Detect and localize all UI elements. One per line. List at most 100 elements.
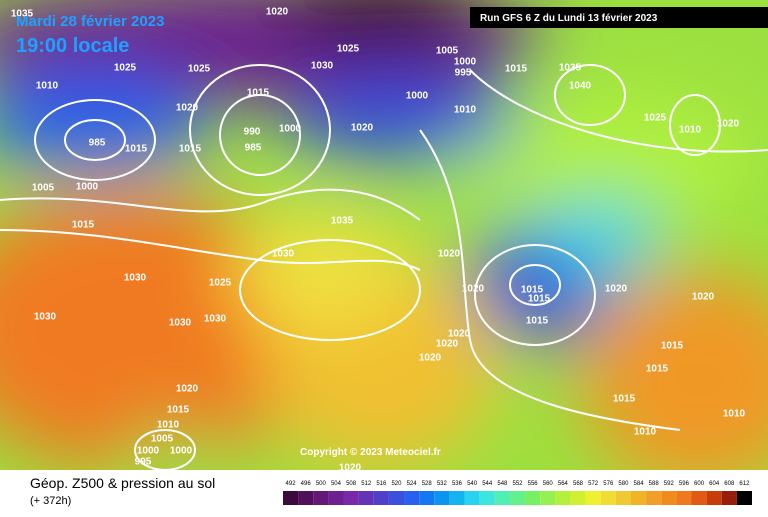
scale-label: 508 — [346, 481, 357, 487]
isobar-label: 1040 — [569, 81, 592, 92]
scale-cell — [449, 491, 465, 505]
scale-label: 560 — [543, 481, 554, 487]
isobar-label: 1020 — [692, 292, 715, 303]
isobar-label: 1015 — [167, 405, 190, 416]
scale-cell — [373, 491, 389, 505]
isobar-label: 1015 — [125, 144, 148, 155]
scale-label: 532 — [437, 481, 448, 487]
run: Run GFS 6 Z du Lundi 13 février 2023 — [480, 13, 658, 24]
scale-cell — [721, 491, 737, 505]
scale-label: 556 — [528, 481, 539, 487]
isobar-label: 1015 — [521, 285, 544, 296]
scale-cell — [343, 491, 359, 505]
isobar-label: 1000 — [76, 182, 99, 193]
isobar-label: 1020 — [176, 103, 199, 114]
scale-cell — [358, 491, 374, 505]
scale-label: 608 — [724, 481, 735, 487]
isobar-label: 1020 — [438, 249, 461, 260]
isobar-label: 1020 — [436, 339, 459, 350]
scale-label: 612 — [739, 481, 750, 487]
scale-cell — [555, 491, 571, 505]
isobar-label: 1015 — [505, 64, 528, 75]
isobar — [239, 239, 421, 341]
scale-label: 600 — [694, 481, 705, 487]
scale-label: 524 — [407, 481, 418, 487]
copyright: Copyright © 2023 Meteociel.fr — [300, 447, 441, 458]
isobar — [509, 264, 561, 306]
isobar-label: 985 — [245, 143, 262, 154]
scale-label: 536 — [452, 481, 463, 487]
isobar-label: 1035 — [331, 216, 354, 227]
scale-cell — [479, 491, 495, 505]
isobar-label: 1030 — [169, 318, 192, 329]
isobar-label: 1015 — [247, 88, 270, 99]
isobar-label: 1025 — [209, 278, 232, 289]
run-box — [470, 7, 768, 28]
isobar-label: 1025 — [337, 44, 360, 55]
isobar — [0, 188, 421, 221]
isobar-label: 1025 — [114, 63, 137, 74]
isobar-label: 1030 — [34, 312, 57, 323]
geopotential-field — [0, 0, 768, 490]
scale-label: 584 — [634, 481, 645, 487]
isobar-label: 1035 — [559, 63, 582, 74]
isobar-label: 1020 — [462, 284, 485, 295]
scale-cell — [509, 491, 526, 505]
scale-label: 520 — [391, 481, 402, 487]
scale-cell — [404, 491, 420, 505]
isobar-label: 1010 — [36, 81, 59, 92]
scale-cell — [676, 491, 692, 505]
isobar-label: 1000 — [406, 91, 429, 102]
isobar-label: 1000 — [279, 124, 302, 135]
scale-label: 512 — [361, 481, 372, 487]
isobars — [0, 64, 768, 471]
isobar-label: 1015 — [179, 144, 202, 155]
isobar-label: 1000 — [137, 446, 160, 457]
scale-cell — [434, 491, 450, 505]
isobar-label: 1020 — [717, 119, 740, 130]
isobar-label: 1005 — [151, 434, 174, 445]
isobar-label: 1030 — [272, 249, 295, 260]
isobar-label: 1020 — [419, 353, 442, 364]
scale-label: 544 — [482, 481, 493, 487]
isobar-label: 1030 — [204, 314, 227, 325]
isobar-label: 1015 — [528, 294, 551, 305]
isobar-label: 1020 — [605, 284, 628, 295]
scale-label: 604 — [709, 481, 720, 487]
scale-label: 540 — [467, 481, 478, 487]
scale-cell — [600, 491, 616, 505]
scale-label: 552 — [512, 481, 523, 487]
isobar-label: 1005 — [32, 183, 55, 194]
isobar-label: 1020 — [339, 463, 362, 474]
isobar-label: 1010 — [157, 420, 180, 431]
scale-cell — [388, 491, 405, 505]
isobar-label: 995 — [455, 68, 472, 79]
isobar — [0, 229, 421, 271]
scale-cell — [525, 491, 541, 505]
isobar-label: 1025 — [644, 113, 667, 124]
isobar-label: 1010 — [454, 105, 477, 116]
isobar-label: 1000 — [170, 446, 193, 457]
isobar-label: 990 — [244, 127, 261, 138]
isobar-label: 1030 — [311, 61, 334, 72]
lead-time: (+ 372h) — [30, 495, 71, 507]
isobar-label: 1020 — [448, 329, 471, 340]
isobar-label: 1020 — [266, 7, 289, 18]
scale-label: 576 — [603, 481, 614, 487]
scale-cell — [691, 491, 707, 505]
isobar-label: 1020 — [176, 384, 199, 395]
scale-label: 548 — [497, 481, 508, 487]
scale-cell — [585, 491, 601, 505]
scale-cell — [283, 491, 299, 505]
scale-label: 516 — [376, 481, 387, 487]
isobar-label: 1020 — [351, 123, 374, 134]
scale-cell — [646, 491, 662, 505]
isobar-label: 1025 — [188, 64, 211, 75]
scale-cell — [661, 491, 677, 505]
isobar-label: 1010 — [679, 125, 702, 136]
scale-cell — [494, 491, 510, 505]
scale-label: 580 — [618, 481, 629, 487]
isobar-label: 1010 — [723, 409, 746, 420]
scale-cell — [328, 491, 344, 505]
